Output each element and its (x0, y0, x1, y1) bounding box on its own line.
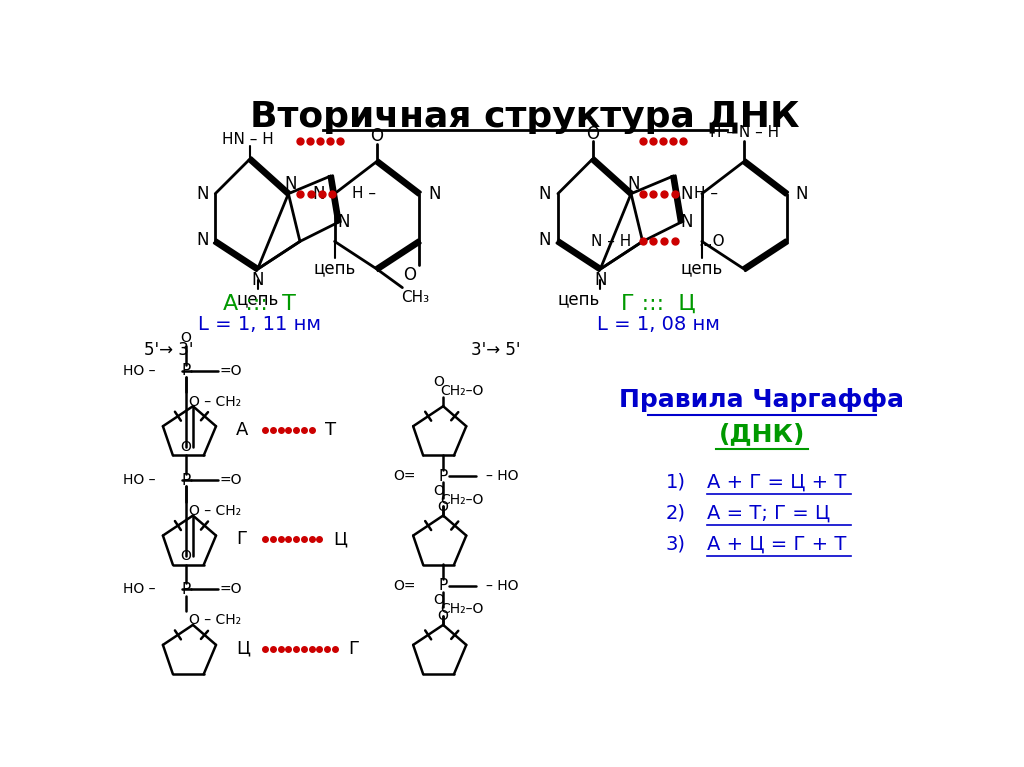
Text: O: O (433, 484, 444, 498)
Text: CH₂–O: CH₂–O (440, 603, 483, 617)
Text: O: O (180, 331, 191, 344)
Text: цепь: цепь (681, 259, 723, 278)
Text: Г: Г (237, 531, 247, 548)
Text: O: O (586, 124, 599, 143)
Text: – HO: – HO (485, 469, 518, 483)
Text: А = Т; Г = Ц: А = Т; Г = Ц (707, 504, 829, 523)
Text: P: P (181, 582, 190, 597)
Text: CH₃: CH₃ (401, 290, 429, 305)
Text: HO –: HO – (123, 473, 156, 487)
Text: =O: =O (219, 582, 242, 597)
Text: H –: H – (694, 186, 718, 201)
Text: N: N (594, 271, 606, 289)
Text: А + Ц = Г + Т: А + Ц = Г + Т (707, 535, 846, 554)
Text: P: P (438, 469, 447, 484)
Text: H – N – H: H – N – H (710, 124, 779, 140)
Text: =O: =O (219, 473, 242, 487)
Text: 1): 1) (666, 473, 686, 492)
Text: O – CH₂: O – CH₂ (189, 614, 242, 627)
Text: N: N (680, 185, 692, 202)
Text: N: N (796, 185, 808, 202)
Text: O: O (403, 265, 417, 284)
Text: 3): 3) (666, 535, 686, 554)
Text: Ц: Ц (237, 640, 250, 658)
Text: O: O (433, 374, 444, 389)
Text: N: N (312, 185, 325, 202)
Text: O – CH₂: O – CH₂ (189, 504, 242, 518)
Text: O: O (180, 440, 191, 454)
Text: O: O (180, 549, 191, 563)
Text: 2): 2) (666, 504, 686, 523)
Text: Ц: Ц (333, 531, 347, 548)
Text: N: N (196, 185, 209, 202)
Text: Вторичная структура ДНК: Вторичная структура ДНК (250, 100, 800, 133)
Text: O=: O= (394, 578, 416, 593)
Text: O: O (437, 610, 449, 624)
Text: HN – H: HN – H (222, 132, 273, 147)
Text: ...O: ...O (698, 234, 725, 249)
Text: N: N (680, 213, 693, 231)
Text: O: O (433, 593, 444, 607)
Text: N: N (196, 231, 209, 249)
Text: O: O (371, 127, 383, 145)
Text: Т: Т (326, 421, 337, 439)
Text: =O: =O (219, 364, 242, 378)
Text: O=: O= (394, 469, 416, 483)
Text: цепь: цепь (237, 290, 279, 308)
Text: А: А (237, 421, 249, 439)
Text: HO –: HO – (123, 582, 156, 597)
Text: цепь: цепь (313, 259, 355, 278)
Text: O – CH₂: O – CH₂ (189, 394, 242, 409)
Text: 3'→ 5': 3'→ 5' (471, 341, 520, 359)
Text: H –: H – (351, 186, 376, 201)
Text: Г :::  Ц: Г ::: Ц (621, 294, 695, 314)
Text: L = 1, 08 нм: L = 1, 08 нм (597, 315, 720, 334)
Text: 5'→ 3': 5'→ 3' (144, 341, 194, 359)
Text: P: P (438, 578, 447, 593)
Text: N: N (251, 271, 264, 289)
Text: N: N (429, 185, 441, 202)
Text: А :::  Т: А ::: Т (223, 294, 296, 314)
Text: – HO: – HO (485, 578, 518, 593)
Text: HO –: HO – (123, 364, 156, 378)
Text: N: N (285, 176, 297, 193)
Text: CH₂–O: CH₂–O (440, 384, 483, 398)
Text: Г: Г (348, 640, 359, 658)
Text: L = 1, 11 нм: L = 1, 11 нм (199, 315, 322, 334)
Text: N: N (539, 185, 551, 202)
Text: (ДНК): (ДНК) (719, 422, 805, 446)
Text: А + Г = Ц + Т: А + Г = Ц + Т (707, 473, 846, 492)
Text: P: P (181, 472, 190, 488)
Text: цепь: цепь (558, 290, 600, 308)
Text: N: N (338, 213, 350, 231)
Text: P: P (181, 364, 190, 378)
Text: CH₂–O: CH₂–O (440, 493, 483, 507)
Text: N – H: N – H (591, 234, 631, 249)
Text: O: O (437, 500, 449, 514)
Text: N: N (627, 176, 640, 193)
Text: Правила Чаргаффа: Правила Чаргаффа (620, 388, 904, 412)
Text: N: N (539, 231, 551, 249)
